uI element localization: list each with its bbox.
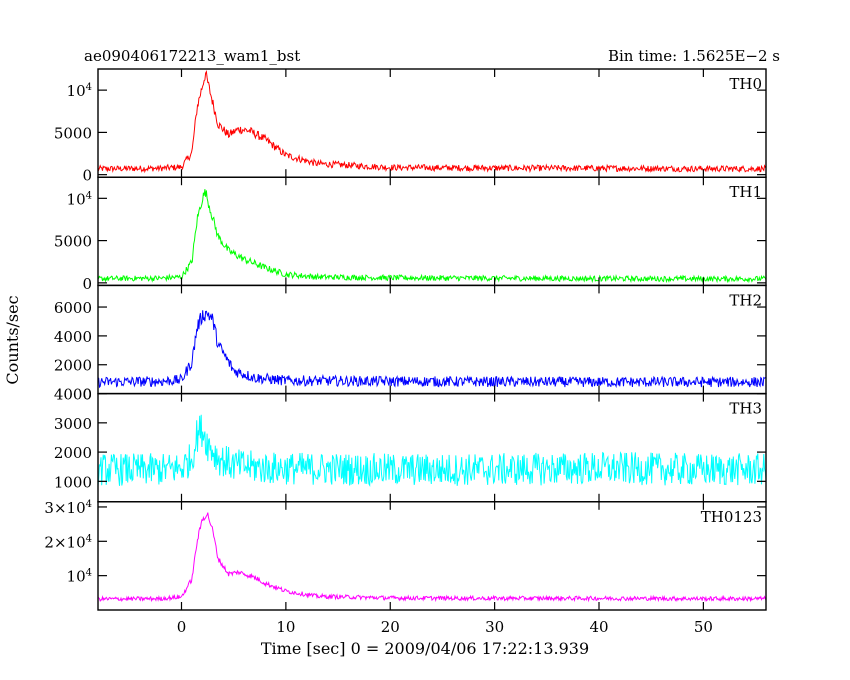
x-tick-label: 20	[381, 618, 400, 636]
series-th3	[98, 414, 766, 487]
y-tick-label: 4000	[54, 386, 92, 404]
x-tick-label: 10	[276, 618, 295, 636]
panel-th3: 1000 2000 3000 4000 TH3	[54, 386, 767, 503]
x-tick-label: 40	[589, 618, 608, 636]
panel-frame	[97, 392, 767, 503]
y-tick-label: 6000	[54, 299, 92, 317]
y-tick-label: 5000	[54, 124, 92, 142]
x-axis: 0 10 20 30 40 50	[177, 618, 713, 636]
panel-frame	[97, 176, 767, 287]
y-tick-label: 104	[67, 82, 92, 100]
y-tick-label: 2000	[54, 444, 92, 462]
y-tick-label: 2000	[54, 357, 92, 375]
panel-th0123: 104 2×104 3×104 TH0123	[44, 499, 767, 611]
panel-stack: 0 5000 104 TH0 0 5000 104 TH1 0 2000 4000 6000 TH2 10…	[44, 68, 767, 611]
y-tick-label: 3×104	[44, 499, 92, 517]
y-axis-label: Counts/sec	[3, 295, 22, 384]
panel-label: TH2	[729, 291, 762, 309]
y-tick-label: 4000	[54, 328, 92, 346]
y-tick-label: 3000	[54, 415, 92, 433]
series-th0123	[98, 512, 766, 603]
series-th0	[98, 70, 766, 174]
x-tick-label: 30	[485, 618, 504, 636]
y-tick-label: 0	[82, 167, 92, 185]
y-tick-label: 0	[82, 386, 92, 404]
header-title: ae090406172213_wam1_bst	[84, 47, 300, 65]
y-tick-label: 104	[67, 568, 92, 586]
series-th1	[98, 189, 766, 284]
y-tick-label: 0	[82, 275, 92, 293]
x-tick-label: 50	[694, 618, 713, 636]
y-tick-label: 2×104	[44, 533, 92, 551]
panel-th1: 0 5000 104 TH1	[54, 176, 767, 293]
y-tick-label: 104	[67, 190, 92, 208]
panel-label: TH1	[729, 183, 762, 201]
series-th2	[98, 310, 766, 389]
y-tick-label: 5000	[54, 233, 92, 251]
panel-label: TH0	[729, 75, 762, 93]
x-tick-label: 0	[177, 618, 187, 636]
panel-label: TH3	[729, 400, 762, 418]
panel-frame	[97, 284, 767, 395]
panel-th2: 0 2000 4000 6000 TH2	[54, 284, 767, 404]
panel-frame	[97, 501, 767, 611]
x-axis-label: Time [sec] 0 = 2009/04/06 17:22:13.939	[261, 639, 589, 658]
panel-th0: 0 5000 104 TH0	[54, 68, 767, 185]
header-bin-time: Bin time: 1.5625E−2 s	[608, 47, 780, 65]
panel-frame	[97, 68, 767, 178]
y-tick-label: 1000	[54, 473, 92, 491]
panel-label: TH0123	[701, 508, 762, 526]
